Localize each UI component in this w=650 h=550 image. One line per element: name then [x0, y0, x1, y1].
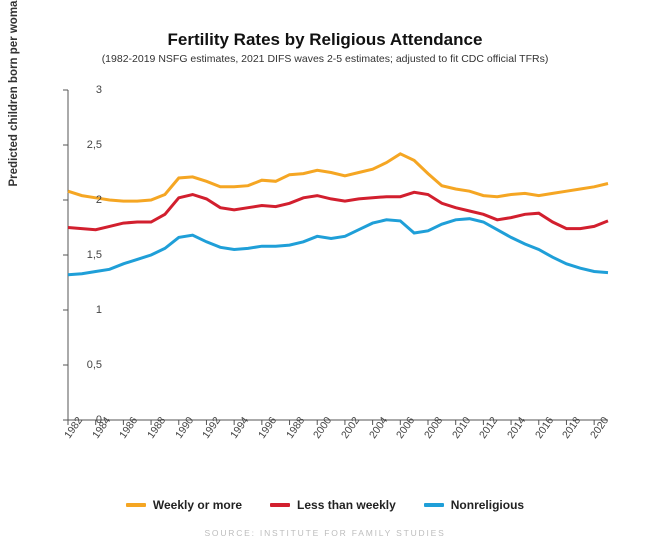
chart-title: Fertility Rates by Religious Attendance — [20, 30, 630, 50]
y-tick-label: 1,5 — [72, 249, 102, 261]
y-axis-label: Predicted children born per woman — [8, 0, 20, 255]
legend-label: Nonreligious — [451, 498, 524, 512]
y-tick-label: 0,5 — [72, 359, 102, 371]
chart-container: Fertility Rates by Religious Attendance … — [0, 0, 650, 550]
legend-label: Weekly or more — [153, 498, 242, 512]
legend-label: Less than weekly — [297, 498, 396, 512]
chart-svg — [68, 90, 608, 420]
legend-swatch-icon — [424, 503, 444, 507]
y-tick-label: 2 — [72, 194, 102, 206]
y-tick-label: 1 — [72, 304, 102, 316]
legend-item-less-weekly: Less than weekly — [270, 498, 396, 512]
legend-swatch-icon — [270, 503, 290, 507]
source-credit: SOURCE: INSTITUTE FOR FAMILY STUDIES — [0, 528, 650, 538]
plot-area — [68, 90, 608, 420]
x-tick-label: 1982 — [62, 415, 85, 441]
legend-item-nonreligious: Nonreligious — [424, 498, 524, 512]
legend-swatch-icon — [126, 503, 146, 507]
legend-item-weekly: Weekly or more — [126, 498, 242, 512]
chart-subtitle: (1982-2019 NSFG estimates, 2021 DIFS wav… — [20, 53, 630, 65]
legend: Weekly or more Less than weekly Nonrelig… — [0, 498, 650, 512]
y-tick-label: 3 — [72, 84, 102, 96]
y-tick-label: 2,5 — [72, 139, 102, 151]
